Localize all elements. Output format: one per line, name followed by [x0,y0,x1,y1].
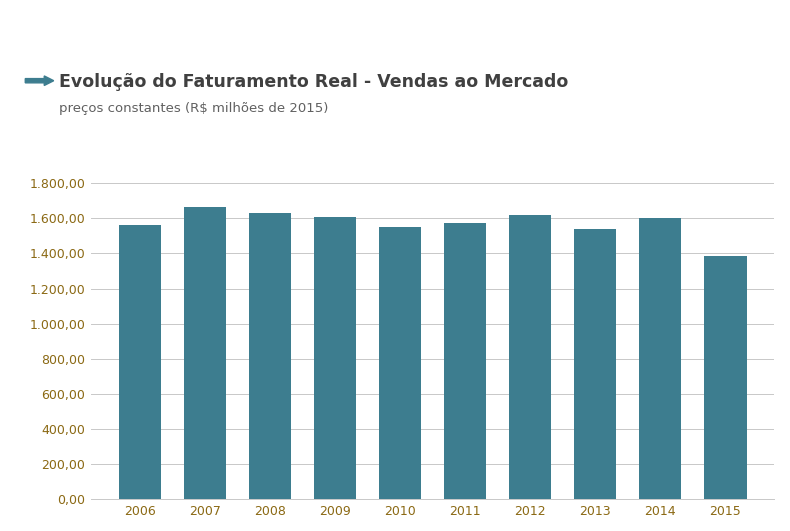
Bar [118,225,161,499]
Bar [444,222,486,499]
Bar [183,207,226,499]
Text: DIDÁTICOS: DIDÁTICOS [20,16,188,45]
Bar [314,217,356,499]
Bar [704,256,747,499]
Bar [249,213,291,499]
Bar [639,218,682,499]
Bar [379,227,421,499]
Text: preços constantes (R$ milhões de 2015): preços constantes (R$ milhões de 2015) [59,102,329,115]
Bar [574,229,616,499]
Bar [509,215,551,499]
Text: Evolução do Faturamento Real - Vendas ao Mercado: Evolução do Faturamento Real - Vendas ao… [59,73,569,91]
